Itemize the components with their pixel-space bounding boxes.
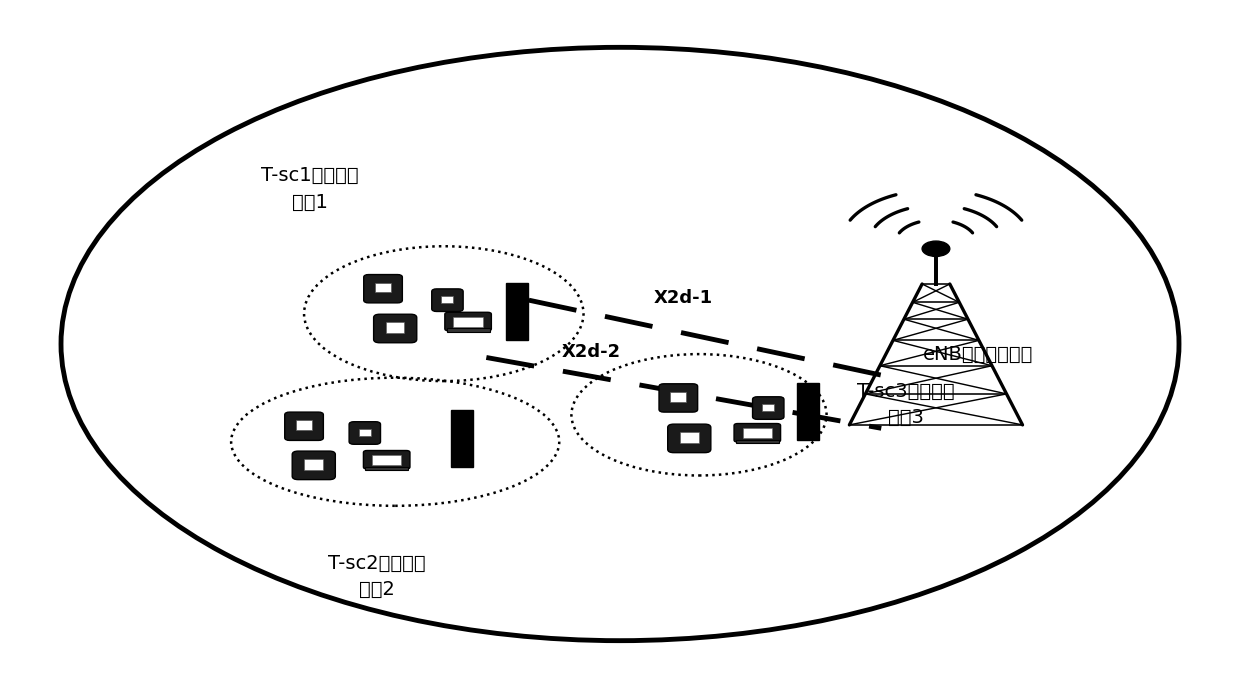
Bar <box>365 466 408 470</box>
FancyBboxPatch shape <box>285 412 324 440</box>
FancyBboxPatch shape <box>293 451 335 480</box>
FancyBboxPatch shape <box>445 312 491 331</box>
Bar <box>451 410 472 467</box>
FancyBboxPatch shape <box>363 275 402 303</box>
Text: X2d-2: X2d-2 <box>562 343 621 361</box>
Bar <box>446 328 490 332</box>
Bar <box>763 404 774 411</box>
Bar <box>441 296 454 303</box>
FancyBboxPatch shape <box>350 422 381 444</box>
Bar <box>797 383 820 440</box>
Bar <box>743 428 773 438</box>
Bar <box>506 283 528 341</box>
Bar <box>374 283 391 292</box>
Text: T-sc1，终端化
小区1: T-sc1，终端化 小区1 <box>262 166 358 212</box>
Text: eNB，演进型基站: eNB，演进型基站 <box>924 345 1034 364</box>
Bar <box>305 459 324 470</box>
Bar <box>296 420 312 430</box>
FancyBboxPatch shape <box>667 424 711 453</box>
FancyBboxPatch shape <box>432 289 464 312</box>
Text: T-sc3，终端化
小区3: T-sc3，终端化 小区3 <box>857 382 955 427</box>
FancyBboxPatch shape <box>753 397 784 420</box>
Bar <box>358 429 371 436</box>
Bar <box>454 316 482 327</box>
Circle shape <box>923 241 950 257</box>
Bar <box>386 322 404 333</box>
Bar <box>372 455 402 465</box>
FancyBboxPatch shape <box>658 384 698 412</box>
Bar <box>735 440 779 443</box>
FancyBboxPatch shape <box>373 314 417 343</box>
FancyBboxPatch shape <box>734 424 781 442</box>
FancyBboxPatch shape <box>363 451 410 469</box>
Text: X2d-1: X2d-1 <box>653 289 713 307</box>
Text: T-sc2，终端化
小区2: T-sc2，终端化 小区2 <box>329 554 425 599</box>
Bar <box>671 392 686 402</box>
Bar <box>680 432 698 443</box>
